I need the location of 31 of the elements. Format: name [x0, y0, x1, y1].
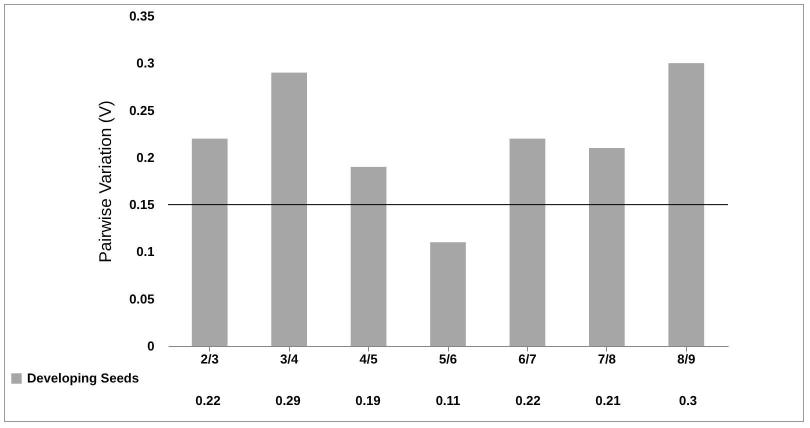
y-axis-title: Pairwise Variation (V): [96, 100, 116, 263]
bar: [192, 138, 228, 346]
data-label: 0.19: [355, 393, 381, 408]
y-tick-label: 0.15: [129, 197, 154, 212]
y-tick-label: 0.05: [129, 291, 154, 306]
legend-label: Developing Seeds: [27, 370, 139, 386]
y-tick-label: 0.35: [129, 8, 154, 24]
x-tick-label: 7/8: [598, 352, 616, 366]
data-label: 0.11: [436, 393, 460, 408]
data-label: 0.22: [195, 393, 221, 408]
y-tick-label: 0: [147, 338, 154, 354]
x-tick-label: 4/5: [360, 352, 378, 366]
x-tick-label: 6/7: [518, 352, 536, 366]
bar: [588, 148, 625, 346]
y-tick-label: 0.2: [136, 150, 154, 165]
x-tick-label: 8/9: [677, 352, 696, 366]
data-label: 0.29: [275, 393, 301, 408]
data-label: 0.21: [595, 393, 621, 408]
x-tick-label: 2/3: [200, 352, 219, 366]
x-tick-label: 3/4: [280, 352, 299, 366]
bar: [668, 63, 704, 346]
data-label: 0.22: [515, 393, 541, 408]
bar: [271, 72, 308, 346]
data-label: 0.3: [678, 393, 698, 408]
bar: [350, 166, 386, 346]
y-tick-label: 0.1: [136, 244, 154, 260]
y-tick-label: 0.3: [136, 56, 154, 71]
x-tick-label: 5/6: [438, 352, 458, 366]
bar: [430, 242, 466, 346]
y-tick-label: 0.25: [129, 102, 154, 118]
bar: [510, 138, 546, 346]
